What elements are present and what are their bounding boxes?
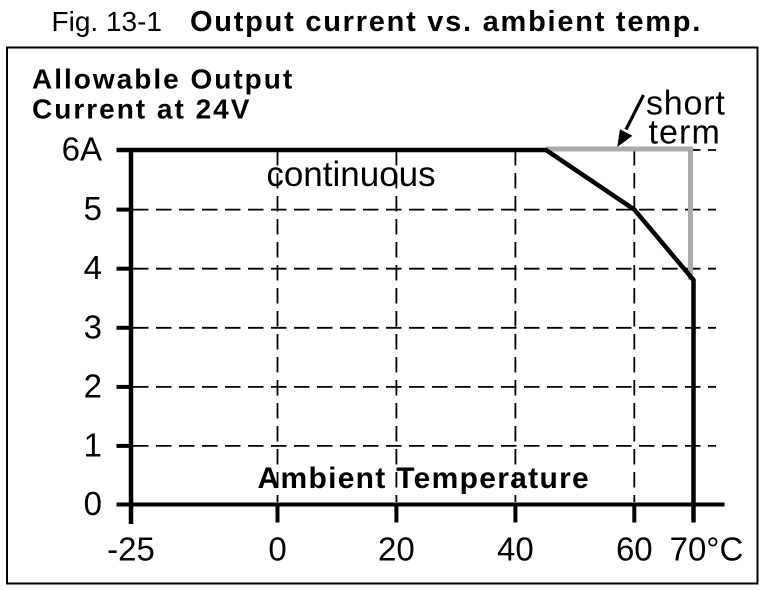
svg-text:1: 1 <box>84 426 102 463</box>
svg-text:4: 4 <box>84 249 102 286</box>
svg-text:5: 5 <box>84 190 102 227</box>
svg-text:Fig. 13-1: Fig. 13-1 <box>52 6 163 37</box>
svg-text:40: 40 <box>497 531 534 568</box>
svg-text:6A: 6A <box>62 131 102 168</box>
svg-text:Allowable Output: Allowable Output <box>32 64 294 95</box>
svg-text:0: 0 <box>84 485 102 522</box>
svg-text:Output current vs. ambient tem: Output current vs. ambient temp. <box>190 6 702 38</box>
svg-text:continuous: continuous <box>266 155 435 194</box>
svg-text:-25: -25 <box>107 531 155 568</box>
svg-text:Ambient Temperature: Ambient Temperature <box>258 462 591 495</box>
svg-text:Current at 24V: Current at 24V <box>32 94 251 125</box>
svg-text:70°C: 70°C <box>670 531 744 568</box>
svg-text:2: 2 <box>84 367 102 404</box>
svg-text:20: 20 <box>378 531 415 568</box>
svg-text:0: 0 <box>268 531 286 568</box>
svg-text:short: short <box>646 84 726 122</box>
svg-text:term: term <box>649 113 721 151</box>
svg-text:3: 3 <box>84 308 102 345</box>
svg-text:60: 60 <box>616 531 653 568</box>
